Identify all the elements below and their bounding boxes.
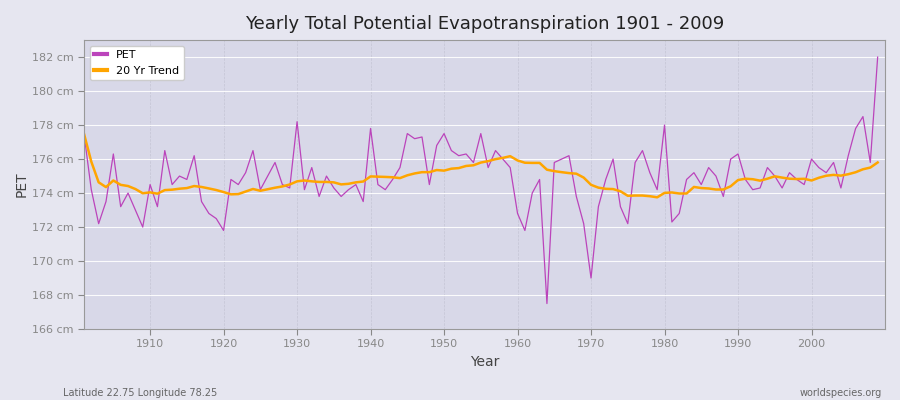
PET — [343, 187, 354, 192]
PET — [512, 211, 523, 216]
PET — [299, 187, 310, 192]
20 Yr Trend — [138, 191, 148, 196]
Line: 20 Yr Trend: 20 Yr Trend — [84, 134, 878, 197]
20 Yr Trend — [600, 186, 611, 191]
PET — [872, 55, 883, 60]
PET — [542, 301, 553, 306]
Title: Yearly Total Potential Evapotranspiration 1901 - 2009: Yearly Total Potential Evapotranspiratio… — [245, 15, 724, 33]
20 Yr Trend — [512, 158, 523, 163]
PET — [78, 131, 89, 136]
Line: PET: PET — [84, 57, 878, 304]
X-axis label: Year: Year — [470, 355, 500, 369]
Legend: PET, 20 Yr Trend: PET, 20 Yr Trend — [89, 46, 184, 80]
20 Yr Trend — [78, 131, 89, 136]
20 Yr Trend — [505, 154, 516, 158]
20 Yr Trend — [872, 160, 883, 165]
20 Yr Trend — [343, 182, 354, 186]
Text: Latitude 22.75 Longitude 78.25: Latitude 22.75 Longitude 78.25 — [63, 388, 217, 398]
20 Yr Trend — [652, 195, 662, 200]
Text: worldspecies.org: worldspecies.org — [800, 388, 882, 398]
PET — [505, 165, 516, 170]
PET — [138, 225, 148, 230]
PET — [608, 157, 618, 162]
20 Yr Trend — [299, 178, 310, 183]
Y-axis label: PET: PET — [15, 172, 29, 197]
